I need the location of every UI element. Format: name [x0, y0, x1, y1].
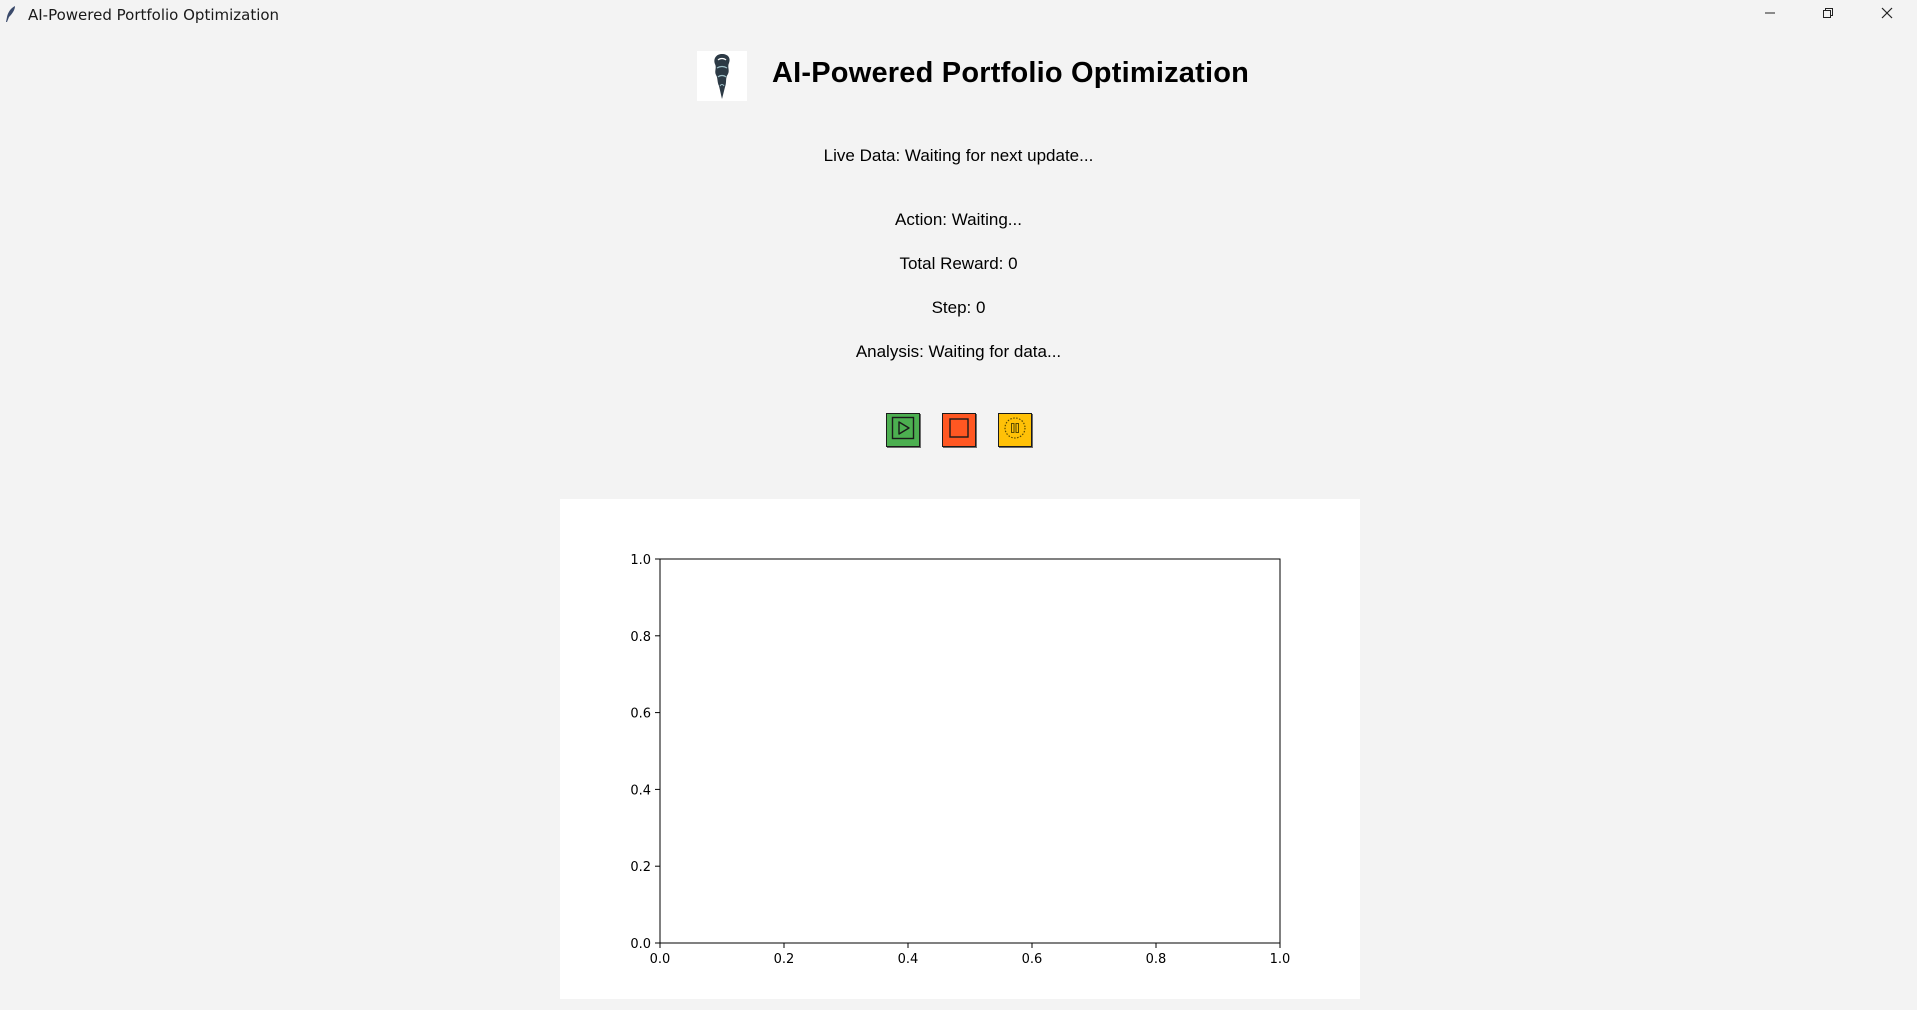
restore-button[interactable] — [1799, 0, 1857, 30]
pause-icon — [1003, 416, 1027, 445]
minimize-button[interactable] — [1741, 0, 1799, 30]
step-status: Step: 0 — [931, 298, 986, 317]
analysis-status: Analysis: Waiting for data... — [855, 342, 1062, 361]
x-tick-label: 0.6 — [1022, 952, 1043, 967]
x-tick-label: 0.0 — [650, 952, 671, 967]
close-button[interactable] — [1858, 0, 1916, 30]
x-tick-label: 1.0 — [1270, 952, 1291, 967]
live-data-status: Live Data: Waiting for next update... — [823, 146, 1094, 165]
x-tick-label: 0.2 — [774, 952, 795, 967]
pause-button[interactable] — [998, 413, 1032, 447]
restore-icon — [1822, 6, 1834, 24]
chart-canvas: 0.0 0.2 0.4 0.6 0.8 1.0 0.0 0.2 0.4 0.6 0.8 1.0 — [560, 499, 1360, 999]
page-title: AI-Powered Portfolio Optimization — [772, 57, 1250, 89]
action-status: Action: Waiting... — [895, 210, 1022, 229]
title-bar: AI-Powered Portfolio Optimization — [0, 0, 1917, 30]
x-axis: 0.0 0.2 0.4 0.6 0.8 1.0 — [650, 943, 1291, 967]
x-tick-label: 0.8 — [1146, 952, 1167, 967]
x-tick-label: 0.4 — [898, 952, 919, 967]
feather-icon — [4, 5, 18, 23]
play-button[interactable] — [886, 413, 920, 447]
stop-button[interactable] — [942, 413, 976, 447]
minimize-icon — [1764, 6, 1776, 24]
plot-area — [659, 558, 1281, 944]
y-axis: 0.0 0.2 0.4 0.6 0.8 1.0 — [630, 553, 660, 952]
play-icon — [891, 416, 915, 445]
y-tick-label: 0.2 — [630, 860, 651, 875]
close-icon — [1881, 6, 1893, 24]
total-reward-status: Total Reward: 0 — [899, 254, 1018, 273]
portfolio-chart: 0.0 0.2 0.4 0.6 0.8 1.0 0.0 0.2 0.4 0.6 0.8 1.0 — [630, 553, 1291, 967]
y-tick-label: 0.8 — [630, 630, 651, 645]
y-tick-label: 0.0 — [630, 937, 651, 952]
y-tick-label: 0.6 — [630, 707, 651, 722]
stop-icon — [947, 416, 971, 445]
y-tick-label: 1.0 — [630, 553, 651, 568]
app-logo — [697, 51, 747, 101]
window-title: AI-Powered Portfolio Optimization — [28, 6, 280, 24]
y-tick-label: 0.4 — [630, 783, 651, 798]
